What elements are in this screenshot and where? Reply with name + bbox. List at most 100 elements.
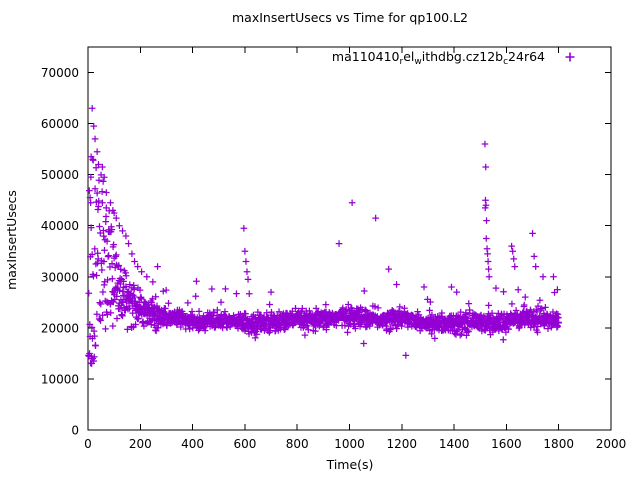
data-point-marker: [110, 209, 118, 217]
data-point-marker: [385, 265, 393, 273]
data-point-marker: [88, 104, 96, 112]
x-tick-label: 0: [84, 437, 92, 451]
data-point-marker: [512, 307, 520, 314]
data-point-marker: [91, 135, 99, 143]
data-point-marker: [93, 189, 101, 197]
data-point-marker: [147, 321, 155, 328]
data-point-marker: [107, 309, 115, 317]
x-tick-label: 1600: [491, 437, 522, 451]
data-point-marker: [366, 322, 374, 330]
data-point-marker: [482, 163, 490, 171]
data-point-marker: [456, 331, 464, 339]
data-point-marker: [332, 322, 340, 329]
x-tick-label: 1800: [543, 437, 574, 451]
data-point-marker: [426, 307, 433, 314]
data-point-marker: [508, 300, 516, 308]
data-point-marker: [165, 299, 172, 307]
data-point-marker: [481, 140, 489, 148]
data-point-marker: [93, 272, 100, 279]
legend-label-segment: ma110410: [332, 49, 400, 64]
data-point-marker: [95, 197, 103, 205]
data-point-marker: [555, 319, 562, 327]
data-point-marker: [122, 272, 130, 280]
data-point-marker: [374, 304, 382, 312]
x-tick-label: 400: [181, 437, 204, 451]
data-point-marker: [393, 281, 400, 288]
data-point-marker: [233, 290, 240, 297]
data-point-marker: [159, 287, 167, 295]
x-tick-label: 1000: [334, 437, 365, 451]
y-tick-label: 0: [71, 424, 79, 438]
data-point-marker: [124, 326, 131, 333]
data-point-marker: [208, 285, 216, 293]
data-point-marker: [529, 230, 536, 237]
data-point-marker: [88, 251, 96, 258]
data-point-marker: [292, 305, 299, 312]
data-point-marker: [119, 227, 126, 235]
data-point-marker: [132, 297, 139, 305]
legend-plus-icon: [565, 52, 575, 62]
data-point-marker: [485, 273, 493, 281]
x-axis-title: Time(s): [326, 457, 374, 472]
legend-label-segment: ithdbg.cz12b: [422, 49, 503, 64]
data-point-marker: [345, 301, 352, 308]
data-point-marker: [551, 289, 558, 296]
data-point-marker: [521, 321, 529, 329]
x-tick-label: 800: [286, 437, 309, 451]
data-point-marker: [102, 213, 110, 220]
data-point-marker: [90, 353, 98, 361]
data-point-marker: [87, 224, 95, 231]
data-point-marker: [91, 185, 99, 192]
data-point-marker: [360, 340, 368, 347]
data-point-marker: [149, 278, 157, 286]
data-point-marker: [99, 178, 107, 185]
x-tick-label: 1400: [439, 437, 470, 451]
data-point-marker: [129, 309, 136, 317]
data-point-marker: [92, 260, 100, 268]
data-point-marker: [539, 273, 547, 281]
data-point-marker: [97, 317, 104, 324]
data-point-marker: [453, 288, 461, 296]
data-point-marker: [86, 187, 93, 194]
y-tick-label: 60000: [41, 117, 79, 131]
data-point-marker: [102, 325, 109, 333]
data-point-marker: [122, 232, 130, 240]
data-point-marker: [112, 283, 120, 291]
data-point-marker: [96, 299, 104, 306]
legend-series-label: ma110410relwithdbg.cz12bc24r64: [332, 49, 545, 67]
data-point-marker: [99, 163, 106, 171]
data-point-marker: [420, 283, 428, 291]
data-point-marker: [217, 298, 225, 306]
data-point-marker: [554, 286, 561, 293]
data-point-marker: [538, 305, 546, 312]
data-point-marker: [105, 252, 112, 259]
data-point-marker: [92, 342, 99, 350]
data-point-marker: [465, 300, 473, 307]
data-point-marker: [113, 293, 121, 300]
data-point-marker: [544, 325, 552, 332]
data-point-marker: [352, 325, 359, 332]
data-point-marker: [116, 222, 123, 230]
x-axis-ticks: 0 200 400 600 800 1000 1200 1400 1600 1800 2000: [84, 47, 626, 451]
data-point-marker: [119, 312, 126, 320]
legend: ma110410relwithdbg.cz12bc24r64: [332, 49, 575, 67]
y-tick-label: 50000: [41, 168, 79, 182]
data-point-marker: [196, 325, 203, 333]
data-point-marker: [93, 310, 101, 318]
data-point-marker: [103, 298, 111, 306]
data-point-marker: [508, 242, 515, 250]
data-point-marker: [222, 285, 229, 293]
data-point-marker: [107, 199, 114, 207]
data-point-marker: [112, 214, 120, 222]
data-point-marker: [110, 241, 117, 248]
data-point-marker: [351, 321, 358, 328]
data-point-marker: [128, 250, 136, 258]
legend-marker-plus: [565, 52, 575, 62]
data-point-marker: [91, 245, 99, 253]
data-point-marker: [371, 303, 379, 310]
data-point-marker: [124, 305, 132, 313]
y-axis-ticks: 0 10000 20000 30000 40000 50000 60000 70000: [41, 66, 611, 438]
data-point-marker: [242, 258, 250, 265]
data-point-marker: [402, 352, 410, 359]
